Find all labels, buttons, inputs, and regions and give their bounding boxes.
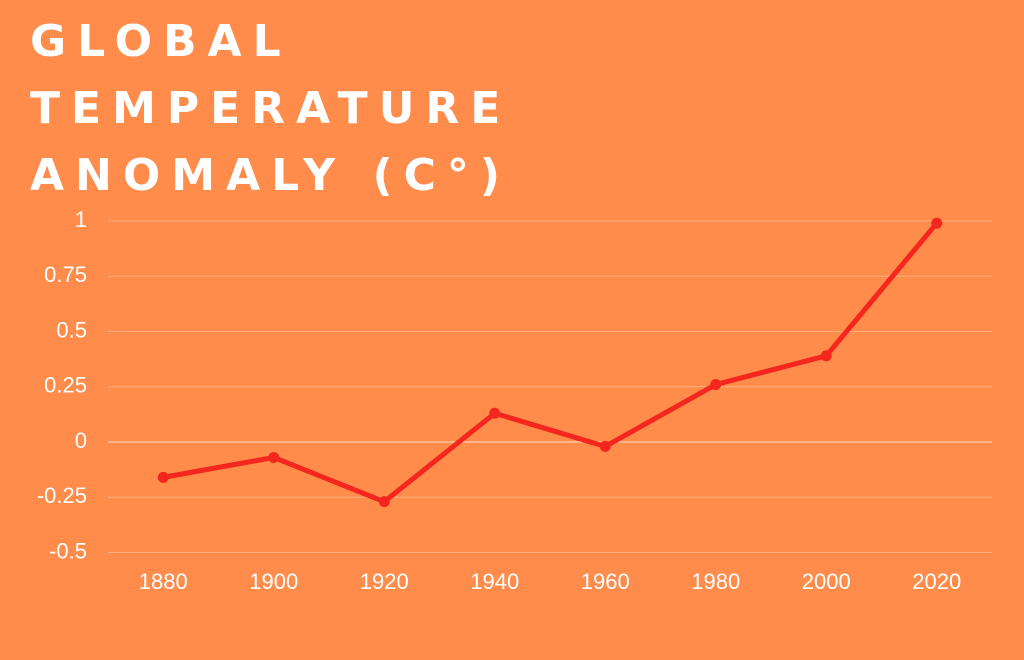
data-line xyxy=(162,221,939,505)
x-tick-label: 1880 xyxy=(139,569,188,594)
x-tick-label: 1980 xyxy=(691,569,740,594)
x-tick-label: 1900 xyxy=(249,569,298,594)
data-point xyxy=(710,379,722,391)
y-tick-label: -0.25 xyxy=(37,483,87,508)
data-point xyxy=(931,217,943,229)
y-tick-label: 0 xyxy=(75,428,87,453)
x-tick-label: 1940 xyxy=(470,569,519,594)
data-point xyxy=(268,451,280,463)
y-tick-label: -0.5 xyxy=(49,538,87,563)
chart-title: GLOBAL TEMPERATURE ANOMALY (C°) xyxy=(30,16,512,201)
y-tick-label: 0.25 xyxy=(44,373,87,398)
x-tick-label: 1960 xyxy=(581,569,630,594)
data-point xyxy=(378,496,390,508)
x-tick-label: 2000 xyxy=(802,569,851,594)
data-point xyxy=(820,350,832,362)
data-point xyxy=(599,440,611,452)
x-tick-label: 1920 xyxy=(360,569,409,594)
y-tick-label: 0.5 xyxy=(56,317,87,342)
data-point xyxy=(489,407,501,419)
y-tick-label: 1 xyxy=(75,207,87,232)
y-tick-label: 0.75 xyxy=(44,262,87,287)
x-tick-label: 2020 xyxy=(912,569,961,594)
data-point xyxy=(157,471,169,483)
